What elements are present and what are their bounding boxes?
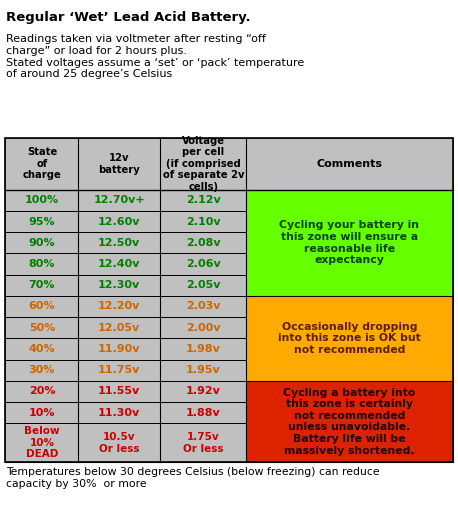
Bar bbox=[160, 359, 246, 381]
Bar bbox=[5, 296, 78, 317]
Bar bbox=[5, 402, 78, 423]
Bar bbox=[78, 190, 160, 211]
Text: 95%: 95% bbox=[28, 216, 55, 227]
Bar bbox=[78, 317, 160, 338]
Bar bbox=[160, 254, 246, 275]
Bar bbox=[5, 275, 78, 296]
Bar bbox=[5, 190, 78, 211]
Bar bbox=[5, 423, 78, 462]
Bar bbox=[5, 359, 78, 381]
Text: 2.00v: 2.00v bbox=[186, 322, 221, 333]
Bar bbox=[160, 190, 246, 211]
Bar bbox=[78, 211, 160, 232]
Bar bbox=[246, 190, 453, 296]
Text: 12.40v: 12.40v bbox=[98, 259, 141, 269]
Text: 70%: 70% bbox=[29, 280, 55, 291]
Bar bbox=[78, 296, 160, 317]
Text: 11.75v: 11.75v bbox=[98, 365, 141, 375]
Bar bbox=[78, 338, 160, 359]
Bar bbox=[78, 232, 160, 254]
Bar bbox=[5, 317, 78, 338]
Text: 2.08v: 2.08v bbox=[186, 238, 221, 248]
Text: 2.03v: 2.03v bbox=[186, 302, 221, 311]
Bar bbox=[160, 338, 246, 359]
Bar bbox=[78, 381, 160, 402]
Bar bbox=[78, 275, 160, 296]
Text: Comments: Comments bbox=[316, 159, 382, 169]
Bar bbox=[5, 211, 78, 232]
Text: 40%: 40% bbox=[28, 344, 55, 354]
Text: Temperatures below 30 degrees Celsius (below freezing) can reduce
capacity by 30: Temperatures below 30 degrees Celsius (b… bbox=[6, 467, 380, 489]
Bar bbox=[78, 254, 160, 275]
Text: 12v
battery: 12v battery bbox=[98, 153, 140, 175]
Bar bbox=[5, 254, 78, 275]
Text: 12.05v: 12.05v bbox=[98, 322, 141, 333]
Text: 10%: 10% bbox=[29, 408, 55, 418]
Bar bbox=[160, 232, 246, 254]
Text: 2.10v: 2.10v bbox=[186, 216, 221, 227]
Bar bbox=[5, 138, 453, 462]
Text: Regular ‘Wet’ Lead Acid Battery.: Regular ‘Wet’ Lead Acid Battery. bbox=[6, 11, 251, 24]
Bar bbox=[160, 211, 246, 232]
Text: 30%: 30% bbox=[29, 365, 55, 375]
Text: 2.06v: 2.06v bbox=[186, 259, 221, 269]
Text: 1.75v
Or less: 1.75v Or less bbox=[183, 432, 224, 454]
Text: Below
10%
DEAD: Below 10% DEAD bbox=[24, 426, 60, 459]
Text: 2.12v: 2.12v bbox=[186, 195, 221, 205]
Text: 80%: 80% bbox=[29, 259, 55, 269]
Text: Cycling your battery in
this zone will ensure a
reasonable life
expectancy: Cycling your battery in this zone will e… bbox=[279, 221, 420, 265]
Text: 10.5v
Or less: 10.5v Or less bbox=[99, 432, 140, 454]
Text: 60%: 60% bbox=[28, 302, 55, 311]
Bar bbox=[5, 381, 78, 402]
Text: 12.20v: 12.20v bbox=[98, 302, 141, 311]
Text: 12.70v+: 12.70v+ bbox=[93, 195, 145, 205]
Text: 50%: 50% bbox=[29, 322, 55, 333]
Text: 90%: 90% bbox=[28, 238, 55, 248]
Text: 20%: 20% bbox=[29, 386, 55, 396]
Text: 11.30v: 11.30v bbox=[98, 408, 141, 418]
Bar bbox=[160, 296, 246, 317]
Text: 2.05v: 2.05v bbox=[186, 280, 221, 291]
Bar bbox=[160, 381, 246, 402]
Bar bbox=[78, 423, 160, 462]
Text: Readings taken via voltmeter after resting “off
charge” or load for 2 hours plus: Readings taken via voltmeter after resti… bbox=[6, 34, 304, 79]
Bar bbox=[160, 138, 246, 190]
Text: 12.50v: 12.50v bbox=[98, 238, 141, 248]
Text: Occasionally dropping
into this zone is OK but
not recommended: Occasionally dropping into this zone is … bbox=[278, 322, 421, 355]
Bar bbox=[246, 296, 453, 381]
Text: 12.60v: 12.60v bbox=[98, 216, 141, 227]
Bar bbox=[160, 402, 246, 423]
Text: 1.98v: 1.98v bbox=[186, 344, 221, 354]
Text: 11.55v: 11.55v bbox=[98, 386, 141, 396]
Text: Voltage
per cell
(if comprised
of separate 2v
cells): Voltage per cell (if comprised of separa… bbox=[163, 136, 244, 192]
Bar bbox=[246, 381, 453, 462]
Bar bbox=[160, 317, 246, 338]
Bar bbox=[160, 275, 246, 296]
Bar bbox=[5, 232, 78, 254]
Text: 1.88v: 1.88v bbox=[186, 408, 221, 418]
Bar bbox=[5, 138, 78, 190]
Text: 12.30v: 12.30v bbox=[98, 280, 141, 291]
Text: 100%: 100% bbox=[25, 195, 59, 205]
Text: State
of
charge: State of charge bbox=[22, 147, 61, 180]
Bar bbox=[246, 138, 453, 190]
Bar bbox=[5, 338, 78, 359]
Bar bbox=[78, 359, 160, 381]
Bar bbox=[78, 138, 160, 190]
Bar bbox=[78, 402, 160, 423]
Text: Cycling a battery into
this zone is certainly
not recommended
unless unavoidable: Cycling a battery into this zone is cert… bbox=[284, 387, 415, 456]
Bar bbox=[5, 138, 453, 462]
Bar bbox=[160, 423, 246, 462]
Text: 1.95v: 1.95v bbox=[186, 365, 221, 375]
Text: 11.90v: 11.90v bbox=[98, 344, 141, 354]
Text: 1.92v: 1.92v bbox=[186, 386, 221, 396]
